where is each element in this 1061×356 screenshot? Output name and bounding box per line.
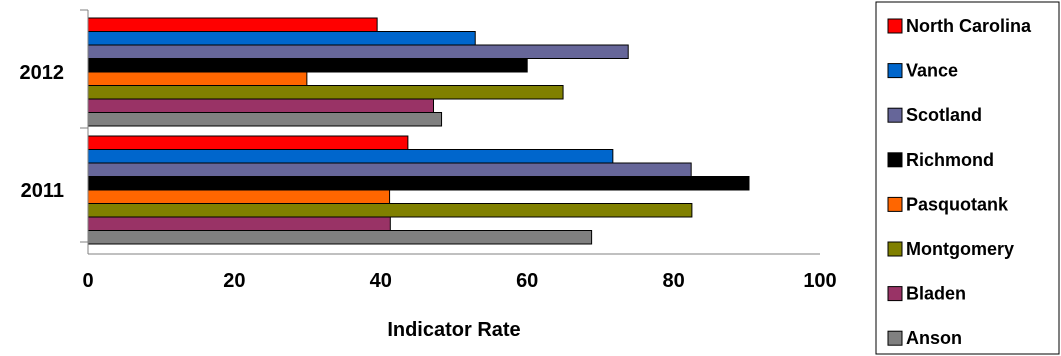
legend-frame xyxy=(875,1,1060,355)
legend-swatch-richmond xyxy=(887,152,903,168)
legend-label-north-carolina: North Carolina xyxy=(906,16,1032,36)
legend-label-pasquotank: Pasquotank xyxy=(906,194,1009,214)
bar-vance-2012 xyxy=(87,31,476,46)
bar-scotland-2012 xyxy=(87,44,629,59)
x-ticks-layer: 0 20 40 60 80 100 xyxy=(82,270,836,292)
legend-swatch-pasquotank xyxy=(887,196,903,212)
legend-swatch-north-carolina xyxy=(887,18,903,34)
x-tick-label: 0 xyxy=(82,270,93,292)
axes-layer xyxy=(80,9,820,255)
category-labels-layer: 2011 2012 xyxy=(20,62,65,202)
bar-montgomery-2012 xyxy=(87,85,564,100)
bar-pasquotank-2011 xyxy=(87,189,391,204)
bars-layer xyxy=(87,17,750,245)
x-tick-label: 100 xyxy=(803,270,836,292)
bar-richmond-2012 xyxy=(87,58,528,73)
legend-swatch-vance xyxy=(887,63,903,79)
legend-label-vance: Vance xyxy=(906,61,958,81)
bar-north-carolina-2011 xyxy=(87,135,409,150)
legend-label-bladen: Bladen xyxy=(906,284,966,304)
legend-label-scotland: Scotland xyxy=(906,105,982,125)
bar-bladen-2012 xyxy=(87,98,435,113)
legend-swatch-bladen xyxy=(887,286,903,302)
category-label-2011: 2011 xyxy=(21,180,64,202)
legend-label-richmond: Richmond xyxy=(906,150,994,170)
legend-label-montgomery: Montgomery xyxy=(906,239,1014,259)
bar-anson-2012 xyxy=(87,112,443,127)
legend-label-anson: Anson xyxy=(906,328,962,348)
bar-richmond-2011 xyxy=(87,176,750,191)
legend: North Carolina Vance Scotland Richmond Pasqu… xyxy=(875,1,1060,355)
x-tick-label: 80 xyxy=(662,270,684,292)
x-axis-title: Indicator Rate xyxy=(387,319,520,341)
bar-montgomery-2011 xyxy=(87,203,693,218)
legend-swatch-scotland xyxy=(887,107,903,123)
bar-pasquotank-2012 xyxy=(87,71,308,86)
x-tick-label: 20 xyxy=(223,270,245,292)
bar-vance-2011 xyxy=(87,149,614,164)
category-label-2012: 2012 xyxy=(20,62,65,84)
bar-north-carolina-2012 xyxy=(87,17,378,32)
bar-bladen-2011 xyxy=(87,216,391,231)
x-tick-label: 40 xyxy=(370,270,392,292)
bar-anson-2011 xyxy=(87,230,593,245)
legend-swatch-anson xyxy=(887,330,903,346)
legend-swatch-montgomery xyxy=(887,241,903,257)
x-tick-label: 60 xyxy=(516,270,538,292)
bar-scotland-2011 xyxy=(87,162,692,177)
